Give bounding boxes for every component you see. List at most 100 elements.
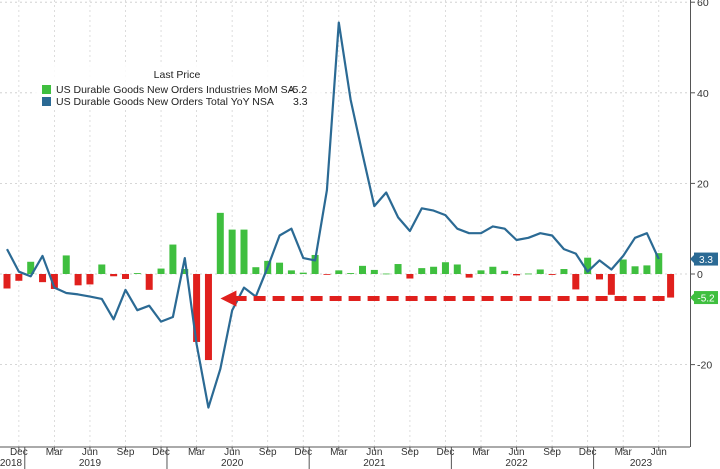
x-tick-label: Sep — [259, 447, 277, 458]
arrow-annotation — [220, 290, 665, 307]
bar — [323, 274, 331, 275]
line-yoy — [6, 21, 660, 409]
bar — [596, 274, 603, 280]
x-tick-label: Dec — [10, 447, 28, 458]
last-value-markers: 3.3 -5.2 — [690, 252, 718, 305]
bar — [477, 270, 485, 274]
bar — [39, 274, 47, 283]
x-year-label: 2023 — [630, 458, 653, 469]
bar — [204, 274, 212, 361]
legend-entry-yoy-value: 3.3 — [293, 96, 308, 108]
y-tick-label: 60 — [697, 0, 709, 9]
bar — [441, 262, 449, 274]
last-value-marker-tip — [690, 255, 694, 264]
x-tick-label: Sep — [543, 447, 561, 458]
bar — [584, 257, 592, 274]
legend-swatch-blue — [42, 97, 51, 106]
bar — [347, 273, 355, 274]
bar — [15, 274, 23, 281]
x-tick-label: Mar — [188, 447, 206, 458]
legend-box — [34, 64, 324, 110]
bar — [524, 273, 532, 275]
legend-swatch-green — [42, 85, 51, 94]
bar — [631, 266, 639, 274]
bar — [394, 264, 402, 274]
bar — [74, 274, 82, 286]
bar — [145, 274, 153, 290]
bar — [181, 269, 189, 274]
x-year-label: 2022 — [505, 458, 528, 469]
bar — [133, 273, 141, 274]
bar — [465, 274, 473, 278]
bar — [86, 274, 94, 285]
x-tick-label: Sep — [117, 447, 135, 458]
x-tick-label: Jun — [651, 447, 667, 458]
bar — [157, 268, 165, 274]
bar — [359, 265, 366, 274]
bar — [216, 212, 224, 274]
bar — [287, 270, 295, 274]
bar — [501, 270, 509, 274]
x-tick-label: Jun — [366, 447, 382, 458]
x-year-label: 2021 — [363, 458, 386, 469]
x-tick-label: Dec — [437, 447, 455, 458]
bar — [560, 269, 568, 274]
bar — [607, 274, 615, 295]
line-series — [6, 21, 660, 409]
x-year-label: 2019 — [79, 458, 102, 469]
y-axis: 60 40 20 0 -20 — [690, 0, 712, 447]
bar-series — [3, 212, 675, 361]
x-tick-label: Sep — [401, 447, 419, 458]
x-tick-label: Mar — [330, 447, 348, 458]
x-tick-label: Mar — [472, 447, 490, 458]
x-tick-label: Jun — [224, 447, 240, 458]
x-tick-label: Mar — [46, 447, 64, 458]
annotation-arrowhead — [220, 290, 237, 307]
bar — [122, 274, 129, 279]
bar — [536, 269, 544, 274]
bar — [3, 274, 11, 289]
bar — [655, 253, 663, 274]
x-tick-label: Dec — [152, 447, 170, 458]
bar — [169, 244, 177, 274]
bar — [572, 274, 580, 290]
legend-entry-mom-label: US Durable Goods New Orders Industries M… — [56, 84, 295, 96]
bar — [370, 269, 378, 274]
legend-entry-mom-value: -5.2 — [289, 84, 307, 96]
legend: Last Price US Durable Goods New Orders I… — [34, 64, 324, 110]
bar — [548, 274, 556, 275]
x-axis: Dec Mar Jun Sep Dec Mar Jun Sep Dec Mar Jun Sep Dec M… — [0, 446, 690, 469]
bar — [489, 266, 497, 274]
bar — [667, 274, 675, 298]
x-tick-label: Mar — [615, 447, 633, 458]
bar — [228, 229, 236, 274]
y-tick-label: 20 — [697, 178, 709, 190]
bar — [430, 266, 438, 274]
bar — [276, 262, 284, 274]
x-tick-label: Dec — [294, 447, 312, 458]
bar — [643, 265, 651, 274]
bar — [193, 274, 201, 342]
y-tick-label: 0 — [697, 269, 703, 281]
last-value-marker-tip — [690, 293, 694, 302]
bar — [299, 272, 307, 274]
last-value-label: -5.2 — [697, 294, 715, 305]
bar — [98, 264, 106, 274]
x-year-label: 2018 — [0, 458, 23, 469]
bar — [418, 268, 426, 274]
last-value-label: 3.3 — [699, 255, 713, 266]
y-tick-label: -20 — [697, 360, 712, 372]
bar — [619, 259, 627, 274]
bar — [240, 229, 248, 274]
last-value-marker — [694, 252, 718, 266]
legend-entry-yoy-label: US Durable Goods New Orders Total YoY NS… — [56, 96, 274, 108]
bar — [62, 255, 70, 274]
bar — [513, 274, 521, 276]
last-value-marker — [694, 291, 718, 305]
bar — [27, 261, 35, 274]
bar — [311, 254, 319, 274]
bar — [50, 274, 58, 289]
bar — [252, 267, 260, 274]
legend-title: Last Price — [154, 69, 201, 81]
